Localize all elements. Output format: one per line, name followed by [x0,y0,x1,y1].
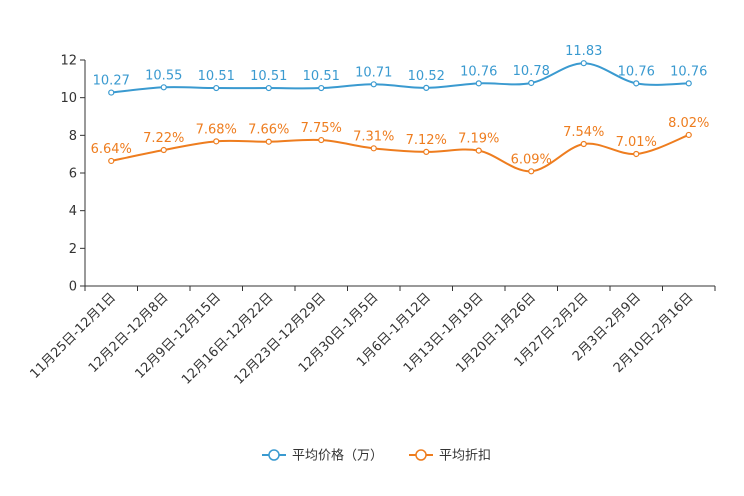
y-tick-label: 12 [60,54,77,69]
data-point [213,84,220,92]
data-label: 10.55 [145,68,182,83]
data-label: 10.78 [513,64,550,79]
legend-label: 平均价格（万） [292,448,383,464]
legend-marker-icon [415,449,427,461]
series-2: 6.64% 7.22% 7.68% 7.66% 7.75% 7.31% 7.12% 7.19%… [91,116,709,175]
data-label: 11.83 [565,44,602,59]
data-label: 10.52 [408,69,445,84]
data-point [108,157,115,165]
data-point [213,138,220,145]
legend-label: 平均折扣 [439,449,491,464]
data-point [633,150,640,158]
x-tick-label: 12月16日-12月22日 [179,290,276,387]
data-label: 7.22% [143,131,184,146]
data-label: 7.54% [563,125,604,140]
data-point [580,140,587,148]
data-label: 7.12% [406,133,447,148]
data-label: 10.51 [198,69,235,84]
data-label: 6.09% [511,152,552,167]
data-point [265,138,272,145]
y-tick-label: 8 [69,129,77,144]
data-point [370,81,377,88]
data-point [423,148,430,156]
series-layer: 10.27 10.55 10.51 10.51 10.51 10.71 10.52 10.76… [91,44,709,175]
data-label: 10.71 [355,65,392,80]
y-tick-label: 10 [60,91,77,106]
legend-marker-icon [268,449,280,461]
series-1: 10.27 10.55 10.51 10.51 10.51 10.71 10.52 10.76… [93,44,707,96]
data-label: 10.51 [250,69,287,84]
data-point [685,131,692,139]
data-point [108,89,115,96]
data-label: 6.64% [91,142,132,157]
y-tick-label: 4 [69,204,77,219]
data-point [633,80,640,87]
data-point [475,147,482,154]
data-point [528,168,535,175]
data-label: 10.76 [670,64,707,79]
data-label: 7.19% [458,132,499,147]
legend-item-2[interactable]: 平均折扣 [409,449,491,464]
x-tick-label: 12月23日-12月29日 [232,290,329,387]
legend[interactable]: 平均价格（万） 平均折扣 [262,448,491,464]
data-point [318,84,325,92]
x-tick-label: 11月25日-12月1日 [27,290,119,382]
legend-item-1[interactable]: 平均价格（万） [262,448,383,464]
y-tick-label: 0 [69,280,77,295]
data-point [265,84,272,92]
x-axis: 11月25日-12月1日12月2日-12月8日12月9日-12月15日12月16… [27,285,716,388]
data-label: 7.75% [301,121,342,136]
data-point [475,80,482,87]
data-point [160,84,167,91]
data-label: 7.68% [196,122,237,137]
y-tick-label: 6 [69,167,77,182]
y-tick-label: 2 [69,242,77,257]
data-label: 7.31% [353,129,394,144]
data-label: 7.66% [248,123,289,138]
data-point [318,136,325,144]
data-label: 10.76 [460,64,497,79]
data-point [370,145,377,152]
data-point [423,84,430,91]
data-label: 10.51 [303,69,340,84]
data-label: 8.02% [668,116,709,131]
data-point [580,60,587,67]
data-point [528,79,535,87]
data-label: 7.01% [616,135,657,150]
series-line [111,134,690,173]
y-axis: 0 2 4 6 8 10 12 [60,54,86,295]
series-line [111,62,689,94]
data-point [685,80,692,87]
data-label: 10.27 [93,74,130,89]
data-label: 10.76 [618,64,655,79]
data-point [160,146,167,154]
